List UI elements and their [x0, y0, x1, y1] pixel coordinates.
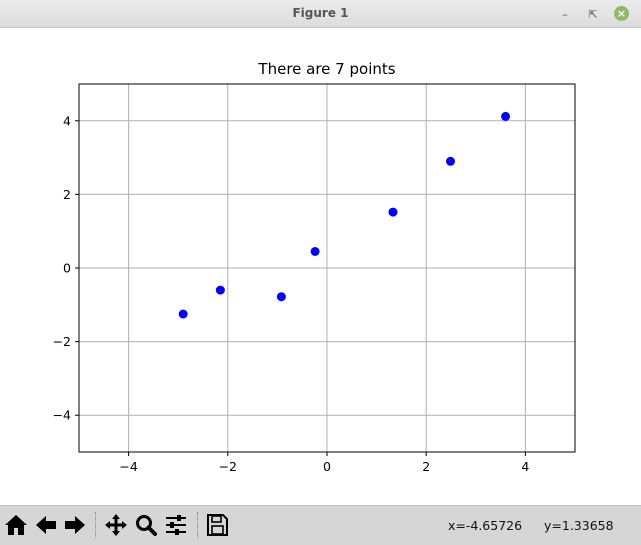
zoom-magnifier-icon[interactable]	[133, 512, 159, 538]
data-points	[178, 111, 511, 319]
subplots-sliders-icon[interactable]	[163, 512, 189, 538]
x-tick-label: 0	[323, 459, 331, 474]
x-coordinate-readout: x=-4.65726	[448, 518, 523, 533]
window-titlebar: Figure 1 – ⇱ ×	[0, 0, 641, 28]
scatter-point	[501, 111, 511, 121]
home-icon[interactable]	[3, 512, 29, 538]
save-floppy-icon[interactable]	[204, 512, 230, 538]
y-tick-label: 4	[63, 113, 71, 128]
y-coordinate-readout: y=1.33658	[544, 518, 614, 533]
close-icon[interactable]: ×	[614, 6, 629, 21]
x-tick-label: 2	[422, 459, 430, 474]
scatter-point	[178, 309, 188, 319]
scatter-point	[446, 156, 456, 166]
toolbar-separator	[197, 512, 199, 538]
scatter-point	[388, 207, 398, 217]
grid-lines	[79, 84, 575, 452]
back-arrow-icon[interactable]	[33, 512, 59, 538]
scatter-point	[276, 292, 286, 302]
scatter-point	[310, 246, 320, 256]
y-tick-label: 0	[63, 261, 71, 276]
pan-move-icon[interactable]	[103, 512, 129, 538]
y-tick-label: −2	[53, 334, 71, 349]
forward-arrow-icon[interactable]	[62, 512, 88, 538]
y-tick-label: −4	[53, 408, 71, 423]
minimize-icon[interactable]: –	[562, 7, 568, 21]
scatter-chart: −4 −2 0 2 4 −4 −2 0 2 4 There are 7 points	[53, 60, 576, 474]
chart-title: There are 7 points	[257, 60, 395, 78]
x-tick-label: −4	[119, 459, 137, 474]
restore-icon[interactable]: ⇱	[588, 7, 598, 21]
scatter-point	[215, 285, 225, 295]
x-tick-label: −2	[219, 459, 237, 474]
y-tick-label: 2	[63, 187, 71, 202]
toolbar-separator	[95, 512, 97, 538]
axis-ticks: −4 −2 0 2 4 −4 −2 0 2 4	[53, 113, 530, 474]
window-title: Figure 1	[292, 6, 349, 20]
figure-canvas[interactable]: −4 −2 0 2 4 −4 −2 0 2 4 There are 7 points	[0, 28, 641, 505]
x-tick-label: 4	[521, 459, 529, 474]
navigation-toolbar: x=-4.65726 y=1.33658	[0, 505, 641, 545]
